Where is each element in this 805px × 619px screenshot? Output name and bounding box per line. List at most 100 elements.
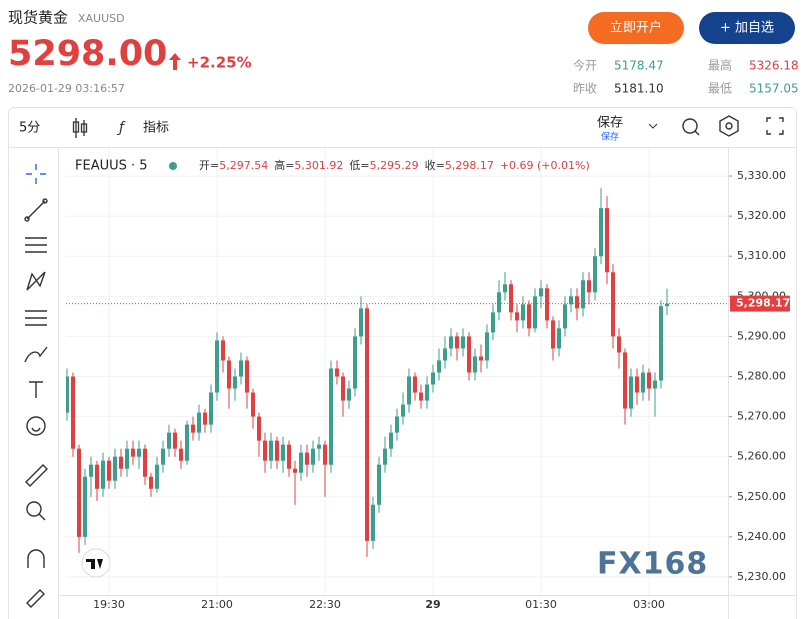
candle-body (155, 464, 159, 489)
candle-body (413, 376, 417, 393)
stat-value: 5157.05 (749, 82, 799, 96)
candle-body (509, 284, 513, 313)
candle-body (119, 456, 123, 469)
stat-value: 5178.47 (614, 59, 664, 73)
indicators[interactable]: 指标 (143, 121, 169, 136)
candle-body (89, 464, 93, 477)
candle-body (431, 372, 435, 385)
toolbar-icons[interactable] (682, 115, 784, 137)
drawing-tools[interactable] (24, 164, 48, 608)
candle-body (245, 360, 249, 393)
candle-body (149, 476, 153, 489)
candle-body (533, 296, 537, 329)
stat-label: 昨收 (573, 82, 597, 96)
save-sub: 保存 (601, 131, 619, 143)
candle-body (647, 372, 651, 389)
candle-body (455, 336, 459, 349)
candle-body (137, 448, 141, 457)
status-dot (169, 162, 177, 170)
candle-body (287, 444, 291, 469)
candle-body (293, 468, 297, 473)
candle-body (449, 336, 453, 349)
legend-label: 收= (425, 158, 445, 172)
candle-body (617, 336, 621, 353)
candle-body (299, 452, 303, 473)
candle-body (377, 464, 381, 505)
candle-body (485, 332, 489, 361)
candle-body (347, 388, 351, 401)
candle-body (257, 416, 261, 441)
candle-body (251, 392, 255, 417)
candle-body (395, 416, 399, 433)
candle-body (161, 448, 165, 465)
legend-value: 5,297.54 (219, 159, 268, 172)
y-tick-label: 5,230.00 (737, 570, 786, 583)
candle-body (323, 444, 327, 465)
interval[interactable]: 5分 (19, 121, 40, 136)
add-watch-label[interactable]: + 加自选 (720, 21, 774, 36)
candle-body (539, 288, 543, 297)
legend-label: 高= (274, 158, 294, 172)
candle-body (77, 448, 81, 537)
candle-body (407, 376, 411, 405)
stat-value: 5181.10 (614, 82, 664, 96)
candle-body (269, 440, 273, 461)
watermark: FX168 (597, 547, 708, 582)
last-price-box (730, 295, 790, 312)
candle-body (83, 476, 87, 537)
candle-body (263, 440, 267, 461)
candle-body (113, 456, 117, 481)
candle-body (443, 348, 447, 361)
candle-body (209, 392, 213, 425)
dropdown-icon[interactable] (648, 123, 658, 129)
open-account-button[interactable] (588, 12, 684, 44)
candle-body (143, 448, 147, 477)
y-tick-label: 5,260.00 (737, 450, 786, 463)
candle-body (545, 288, 549, 321)
candle-body (557, 328, 561, 349)
candle-body (605, 208, 609, 273)
open-account-label[interactable]: 立即开户 (610, 20, 662, 36)
y-tick-label: 5,270.00 (737, 410, 786, 423)
candle-body (311, 448, 315, 465)
candle-body (101, 460, 105, 489)
up-arrow (169, 53, 181, 70)
candle-body (479, 356, 483, 361)
candle-body (581, 280, 585, 309)
candle-body (563, 304, 567, 329)
candle-body (341, 376, 345, 401)
candle-body (281, 444, 285, 461)
candle-body (66, 376, 69, 413)
fx-icon[interactable]: ƒ (116, 120, 126, 136)
candle-body (215, 340, 219, 393)
candle-body (575, 296, 579, 309)
candle-body (629, 376, 633, 409)
candle-body (569, 296, 573, 305)
candle-body (599, 208, 603, 257)
legend-value: 5,298.17 (445, 159, 494, 172)
x-tick-label: 03:00 (633, 598, 665, 611)
y-tick-label: 5,290.00 (737, 329, 786, 342)
candle-icon[interactable] (72, 118, 88, 138)
symbol: XAUUSD (78, 12, 125, 25)
tv-logo (81, 548, 111, 578)
candle-body (641, 372, 645, 393)
candle-body (635, 376, 639, 393)
save[interactable]: 保存 (597, 116, 623, 131)
candle-body (521, 304, 525, 321)
y-tick-label: 5,240.00 (737, 530, 786, 543)
candle-body (125, 448, 129, 469)
y-tick-label: 5,250.00 (737, 490, 786, 503)
candle-body (383, 448, 387, 465)
stat-label: 最低 (708, 82, 732, 96)
candle-body (653, 380, 657, 389)
add-watch-button[interactable] (699, 12, 795, 44)
y-tick-label: 5,320.00 (737, 209, 786, 222)
candle-body (515, 312, 519, 321)
candle-body (185, 424, 189, 461)
candle-body (107, 460, 111, 481)
x-tick-label: 01:30 (525, 598, 557, 611)
candle-body (425, 384, 429, 401)
candle-body (275, 440, 279, 461)
candle-body (593, 256, 597, 293)
